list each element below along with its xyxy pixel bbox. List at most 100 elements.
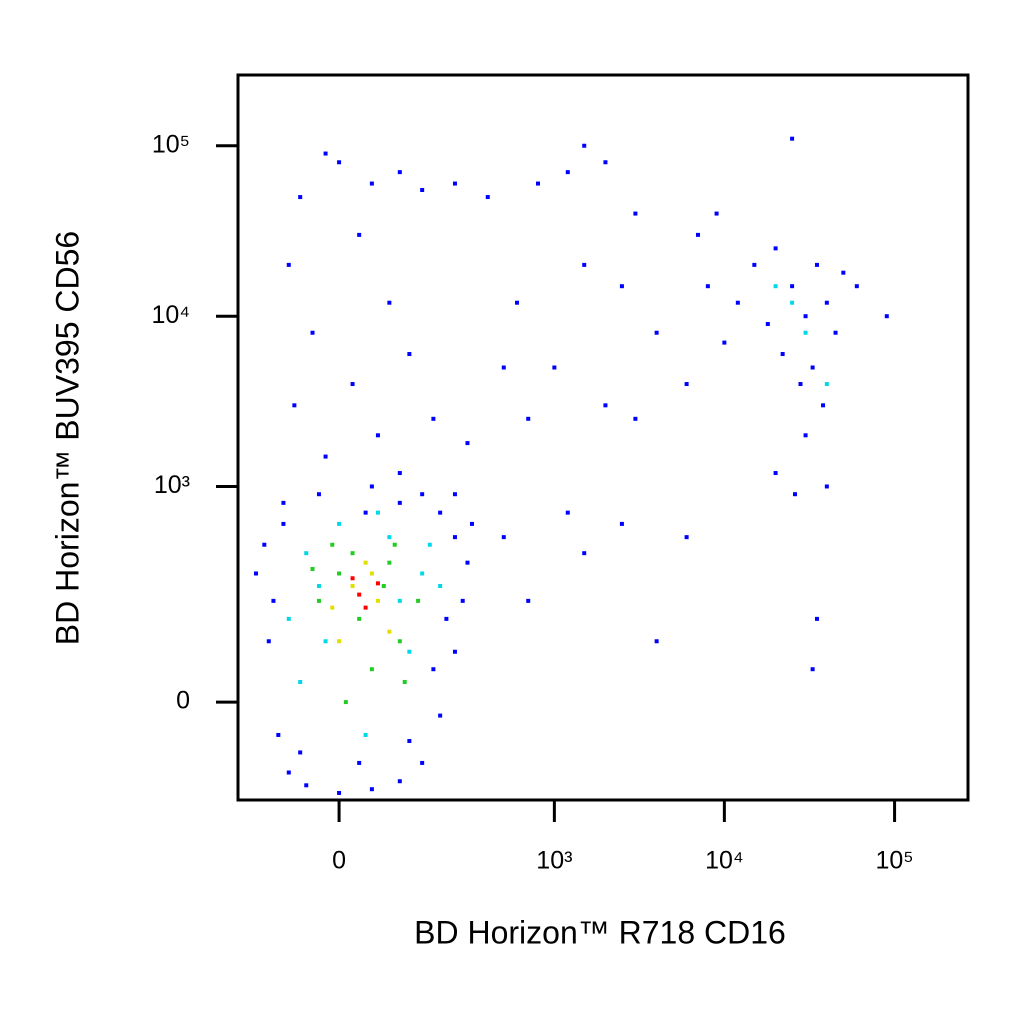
data-point	[752, 262, 757, 267]
y-tick-label: 10³	[154, 471, 190, 499]
data-point	[705, 284, 710, 289]
data-point	[603, 160, 608, 165]
data-point	[330, 605, 335, 610]
x-axis-label: BD Horizon™ R718 CD16	[414, 914, 786, 950]
data-point	[485, 195, 490, 200]
data-point	[281, 500, 286, 505]
data-point	[407, 739, 412, 744]
data-point	[369, 571, 374, 576]
data-point	[582, 262, 587, 267]
data-point	[357, 592, 362, 597]
data-point	[337, 639, 342, 644]
data-point	[619, 284, 624, 289]
data-point	[514, 300, 519, 305]
data-point	[363, 732, 368, 737]
data-point	[790, 300, 795, 305]
data-point	[416, 598, 421, 603]
data-point	[337, 160, 342, 165]
data-point	[387, 629, 392, 634]
data-point	[387, 300, 392, 305]
data-point	[582, 551, 587, 556]
data-point	[469, 521, 474, 526]
data-point	[357, 232, 362, 237]
x-tick-label: 10³	[536, 847, 572, 875]
data-point	[884, 314, 889, 319]
data-point	[803, 330, 808, 335]
data-point	[824, 300, 829, 305]
y-tick-label: 10⁵	[152, 130, 190, 158]
data-point	[343, 700, 348, 705]
data-point	[350, 551, 355, 556]
data-point	[369, 787, 374, 792]
y-tick-label: 0	[176, 687, 190, 715]
data-point	[304, 783, 309, 788]
data-point	[526, 598, 531, 603]
data-point	[810, 667, 815, 672]
data-point	[854, 284, 859, 289]
data-point	[773, 284, 778, 289]
data-point	[387, 560, 392, 565]
data-point	[369, 667, 374, 672]
data-point	[684, 535, 689, 540]
data-point	[765, 322, 770, 327]
data-point	[266, 639, 271, 644]
data-point	[253, 571, 258, 576]
data-point	[369, 181, 374, 186]
data-point	[803, 314, 808, 319]
data-point	[286, 262, 291, 267]
data-point	[407, 352, 412, 357]
data-point	[316, 598, 321, 603]
data-point	[452, 649, 457, 654]
data-point	[337, 521, 342, 526]
data-point	[790, 136, 795, 141]
data-point	[375, 433, 380, 438]
data-point	[310, 330, 315, 335]
data-point	[814, 262, 819, 267]
data-point	[603, 403, 608, 408]
data-point	[304, 551, 309, 556]
data-point	[420, 492, 425, 497]
data-point	[438, 713, 443, 718]
data-point	[431, 416, 436, 421]
data-point	[824, 484, 829, 489]
data-point	[350, 576, 355, 581]
data-point	[420, 188, 425, 193]
data-point	[298, 679, 303, 684]
data-point	[286, 770, 291, 775]
data-point	[375, 581, 380, 586]
data-point	[792, 492, 797, 497]
data-point	[841, 270, 846, 275]
data-point	[363, 510, 368, 515]
data-point	[323, 454, 328, 459]
data-point	[397, 471, 402, 476]
data-point	[565, 510, 570, 515]
data-point	[452, 535, 457, 540]
data-point	[363, 560, 368, 565]
data-point	[310, 566, 315, 571]
data-point	[501, 365, 506, 370]
x-tick-label: 0	[332, 847, 346, 875]
data-point	[420, 571, 425, 576]
data-point	[397, 170, 402, 175]
data-point	[427, 542, 432, 547]
data-point	[298, 195, 303, 200]
data-point	[821, 403, 826, 408]
data-point	[465, 441, 470, 446]
data-point	[780, 352, 785, 357]
data-point	[392, 542, 397, 547]
data-point	[397, 598, 402, 603]
data-point	[714, 211, 719, 216]
data-point	[337, 790, 342, 795]
data-point	[552, 365, 557, 370]
data-point	[535, 181, 540, 186]
data-point	[397, 639, 402, 644]
data-point	[298, 750, 303, 755]
data-point	[375, 598, 380, 603]
data-point	[803, 433, 808, 438]
data-point	[798, 382, 803, 387]
data-point	[582, 143, 587, 148]
data-point	[452, 181, 457, 186]
data-point	[684, 382, 689, 387]
